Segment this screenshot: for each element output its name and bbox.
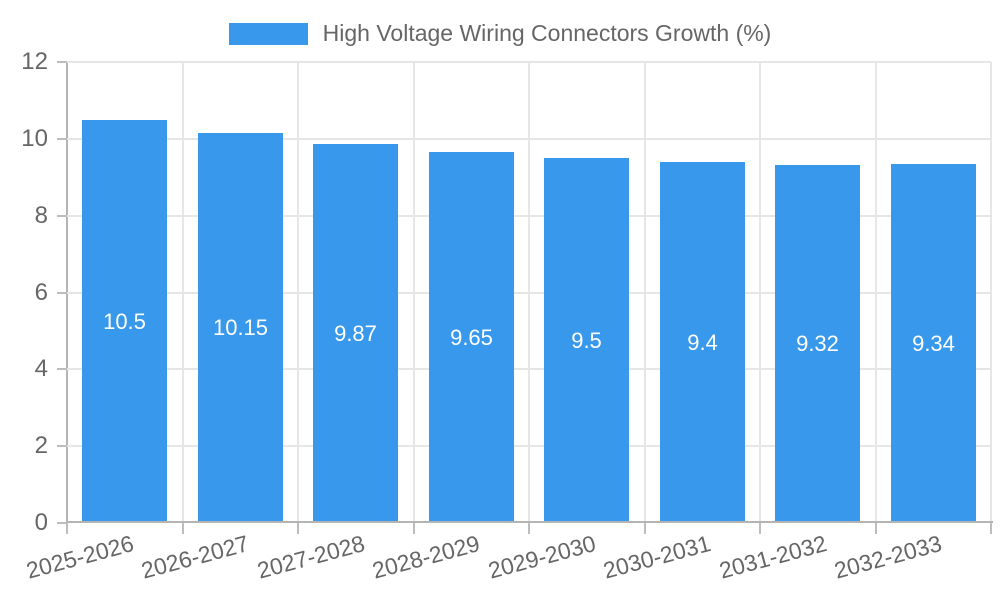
- bar[interactable]: 9.65: [429, 152, 514, 523]
- y-axis-tick: [57, 292, 67, 294]
- horizontal-gridline: [67, 368, 991, 370]
- bar-value-label: 9.87: [334, 320, 377, 346]
- x-axis-tick: [297, 523, 299, 534]
- bar-value-label: 9.34: [912, 330, 955, 356]
- y-axis-tick-label: 12: [21, 48, 48, 75]
- x-axis-tick: [182, 523, 184, 534]
- y-axis-tick: [57, 445, 67, 447]
- bar-value-label: 9.65: [450, 324, 493, 350]
- x-axis-tick: [528, 523, 530, 534]
- x-axis-tick: [413, 523, 415, 534]
- y-axis-tick-label: 0: [34, 509, 48, 536]
- bar-value-label: 9.5: [571, 327, 602, 353]
- x-axis-tick: [875, 523, 877, 534]
- y-axis-tick-label: 6: [34, 279, 48, 306]
- plot-area: 10.5 10.15 9.87 9.65 9.5 9.4 9.32 9.34: [66, 61, 992, 523]
- x-axis-tick-label: 2025-2026: [23, 530, 137, 584]
- x-axis-tick-label: 2029-2030: [485, 530, 599, 584]
- bar[interactable]: 10.15: [198, 133, 283, 523]
- horizontal-gridline: [67, 138, 991, 140]
- bar-value-label: 10.15: [212, 315, 269, 340]
- x-axis-tick: [66, 523, 68, 534]
- horizontal-gridline: [67, 61, 991, 63]
- bar-value-label: 9.4: [687, 329, 718, 355]
- bar[interactable]: 9.34: [891, 164, 976, 523]
- x-axis-tick-label: 2026-2027: [138, 530, 252, 584]
- y-axis-tick-label: 10: [21, 125, 48, 152]
- bar[interactable]: 9.5: [544, 158, 629, 523]
- vertical-gridline: [990, 62, 992, 523]
- y-axis-tick: [57, 61, 67, 63]
- y-axis-tick: [57, 138, 67, 140]
- x-axis-tick-label: 2032-2033: [831, 530, 945, 584]
- y-axis-tick-label: 8: [34, 202, 48, 229]
- y-axis-tick: [57, 368, 67, 370]
- bar-value-label: 10.5: [103, 308, 146, 334]
- y-axis-tick: [57, 215, 67, 217]
- x-axis-tick: [990, 523, 992, 534]
- x-axis-tick-label: 2028-2029: [369, 530, 483, 584]
- y-axis-tick: [57, 522, 67, 524]
- bar[interactable]: 9.87: [313, 144, 398, 523]
- legend-label: High Voltage Wiring Connectors Growth (%…: [322, 20, 772, 46]
- horizontal-gridline: [67, 292, 991, 294]
- x-axis-tick: [644, 523, 646, 534]
- bar-value-label: 9.32: [796, 331, 839, 356]
- y-axis-tick-label: 4: [34, 355, 48, 382]
- y-axis-tick-label: 2: [34, 432, 48, 459]
- x-axis-tick-label: 2030-2031: [600, 530, 714, 584]
- legend-swatch: [228, 22, 308, 45]
- legend[interactable]: High Voltage Wiring Connectors Growth (%…: [0, 20, 1000, 47]
- bar[interactable]: 9.32: [775, 165, 860, 523]
- x-axis-tick-label: 2027-2028: [254, 530, 368, 584]
- horizontal-gridline: [67, 215, 991, 217]
- x-axis-tick: [759, 523, 761, 534]
- x-axis-line: [67, 521, 993, 523]
- x-axis-tick-label: 2031-2032: [716, 530, 830, 584]
- horizontal-gridline: [67, 445, 991, 447]
- bar[interactable]: 9.4: [660, 162, 745, 523]
- bar[interactable]: 10.5: [82, 120, 167, 523]
